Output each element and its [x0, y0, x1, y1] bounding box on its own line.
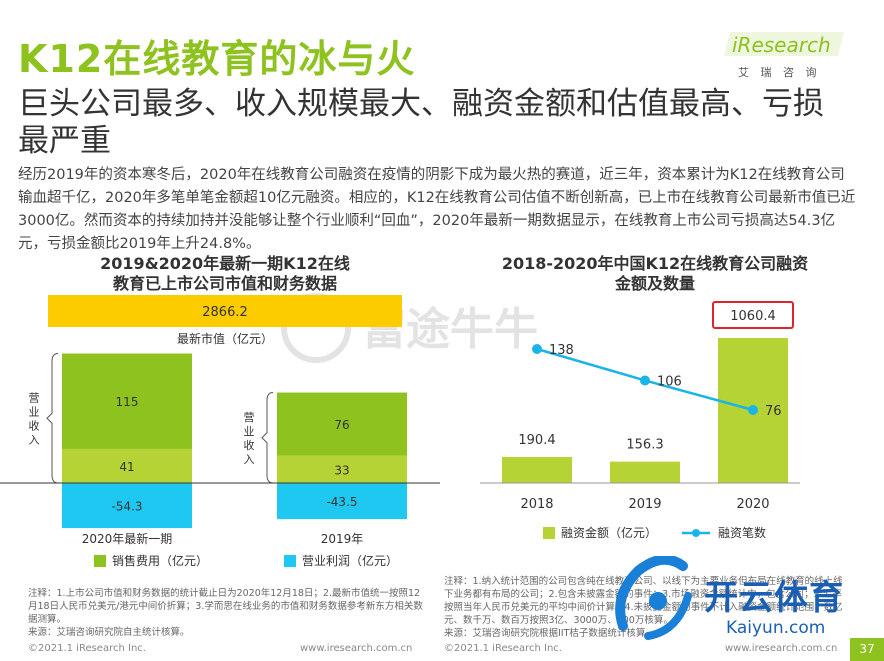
data-label: 138 [549, 343, 574, 358]
revenue-group-label: 入 [29, 433, 40, 446]
left-notes: 注释：1.上市公司市值和财务数据的统计截止日为2020年12月18日；2.最新市… [28, 587, 428, 639]
legend-label-amount: 融资金额（亿元） [561, 525, 657, 540]
page-title: K12在线教育的冰与火 [18, 37, 416, 81]
right-chart-title: 2018-2020年中国K12在线教育公司融资金额及数量 [470, 254, 840, 294]
bar-operating-profit [277, 483, 407, 520]
legend-swatch-amount [543, 527, 555, 539]
right-notes: 注释：1.纳入统计范围的公司包含纯在线教育公司、以线下为主要业务但布局在线教育的… [444, 575, 844, 640]
revenue-group-label: 营 [244, 410, 255, 424]
revenue-bracket [261, 392, 274, 484]
category-label: 2019年 [321, 532, 364, 546]
category-label: 2020年最新一期 [82, 531, 173, 546]
right-chart: 190.4 2018 156.3 2019 1060.4 2020 138 106 76 融资金额… [480, 301, 800, 540]
bar-funding-amount [610, 461, 680, 483]
legend-swatch-sales [94, 555, 106, 567]
bar-revenue-lower [277, 455, 407, 483]
bar-sales-expense [62, 353, 192, 449]
data-label: -43.5 [326, 495, 357, 509]
legend-swatch-profit [284, 555, 296, 567]
bar-sales-expense [277, 392, 407, 456]
overlay-brand-url: Kaiyun.com [726, 618, 826, 638]
category-label: 2018 [520, 497, 553, 512]
footer-left-copy: ©2021.1 iResearch Inc. [28, 643, 146, 654]
right-chart-title-text: 2018-2020年中国K12在线教育公司融资金额及数量 [501, 254, 809, 293]
data-label: 106 [657, 374, 682, 389]
logo-cn: 艾 瑞 咨 询 [738, 65, 821, 79]
right-note-text: 注释：1.纳入统计范围的公司包含纯在线教育公司、以线下为主要业务但布局在线教育的… [444, 576, 843, 626]
data-label: -54.3 [111, 500, 142, 514]
revenue-group-label: 营 [29, 390, 40, 404]
data-label: 33 [334, 463, 349, 477]
revenue-group-label: 收 [244, 438, 255, 452]
line-point [748, 405, 758, 415]
revenue-group-label: 收 [29, 418, 40, 432]
left-chart: 2866.2最新市值（亿元）11541-54.32020年最新一期营业收入763… [0, 295, 440, 568]
footer-left-url: www.iresearch.com.cn [300, 643, 413, 654]
right-note-source: 来源：艾瑞咨询研究院根据IIT桔子数据统计核算。 [444, 628, 655, 639]
left-note-source: 来源：艾瑞咨询研究院自主统计核算。 [28, 627, 190, 638]
overlay-brand: 开云体育 Kaiyun.com [608, 556, 878, 652]
highlight-box [712, 301, 794, 329]
data-label: 190.4 [518, 433, 555, 448]
left-note-text: 注释：1.上市公司市值和财务数据的统计截止日为2020年12月18日；2.最新市… [28, 588, 423, 625]
data-label: 41 [119, 460, 134, 474]
market-value-bar [48, 295, 402, 327]
category-label: 2019 [628, 497, 661, 512]
page-number-text: 37 [859, 642, 875, 656]
logo-text: iResearch [732, 33, 831, 57]
page-number: 37 [850, 638, 884, 661]
data-label: 1060.4 [730, 309, 776, 324]
category-label: 2020 [736, 497, 769, 512]
data-label: 156.3 [626, 438, 663, 453]
revenue-bracket [46, 353, 59, 484]
revenue-group-label: 业 [29, 405, 40, 418]
legend-label-sales: 销售费用（亿元） [112, 553, 208, 568]
bar-revenue-lower [62, 448, 192, 483]
iresearch-logo: iResearch 艾 瑞 咨 询 [722, 30, 852, 82]
revenue-group-label: 入 [244, 453, 255, 466]
overlay-brand-name: 开云体育 [704, 578, 844, 618]
data-label: 115 [116, 395, 139, 409]
legend-marker-count [692, 529, 700, 537]
left-chart-title-text: 2019&2020年最新一期K12在线教育已上市公司市值和财务数据 [100, 254, 350, 293]
overlay-logo-icon [615, 556, 692, 640]
data-label: 76 [334, 418, 349, 432]
bar-operating-profit [62, 483, 192, 529]
footer-right-copy: ©2021.1 iResearch Inc. [444, 643, 562, 654]
footer-right-url: www.iresearch.com.cn [725, 643, 838, 654]
bar-funding-amount [502, 456, 572, 483]
line-point [640, 375, 650, 386]
body-paragraph: 经历2019年的资本寒冬后，2020年在线教育公司融资在疫情的阴影下成为最火热的… [18, 167, 856, 252]
market-value-label: 2866.2 [202, 305, 248, 320]
revenue-group-label: 业 [244, 425, 255, 438]
legend-label-profit: 营业利润（亿元） [302, 553, 398, 568]
line-point [532, 344, 542, 354]
data-label: 76 [765, 404, 782, 419]
market-value-caption: 最新市值（亿元） [177, 331, 273, 346]
left-chart-title: 2019&2020年最新一期K12在线教育已上市公司市值和财务数据 [40, 254, 410, 294]
legend-label-count: 融资笔数 [718, 525, 766, 540]
page-subtitle: 巨头公司最多、收入规模最大、融资金额和估值最高、亏损最严重 [18, 86, 824, 159]
